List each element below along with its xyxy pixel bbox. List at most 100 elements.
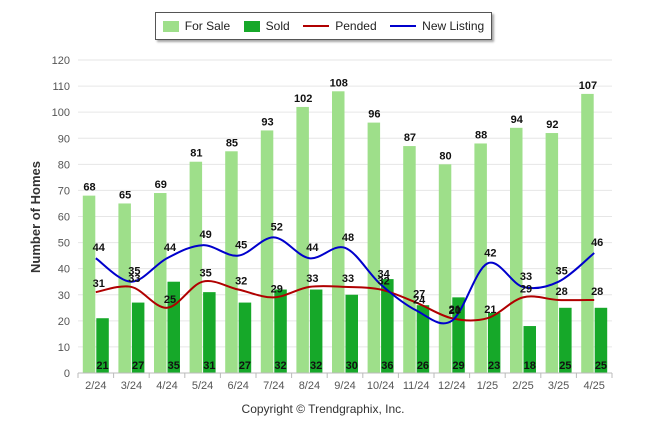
label-new-listing: 34 [377, 268, 390, 280]
label-sold: 35 [168, 360, 180, 372]
label-sold: 29 [452, 360, 464, 372]
x-tick-label: 2/25 [512, 380, 533, 392]
label-sold: 32 [274, 360, 286, 372]
x-tick-label: 3/25 [548, 380, 569, 392]
bar-sold [523, 326, 536, 373]
label-new-listing: 45 [235, 240, 247, 252]
bar-sold [309, 289, 323, 373]
bar-sold [238, 302, 252, 373]
bar-sold [487, 313, 501, 373]
label-for-sale: 85 [226, 137, 238, 149]
label-pended: 27 [413, 289, 425, 301]
label-sold: 26 [417, 360, 429, 372]
legend-swatch-sold [243, 20, 260, 32]
label-sold: 31 [203, 360, 215, 372]
y-tick-label: 0 [64, 368, 70, 380]
label-new-listing: 52 [271, 221, 283, 233]
bar-sold [381, 279, 394, 373]
label-sold: 32 [310, 360, 322, 372]
axes-layer: 0 10 20 30 40 50 60 70 80 90 100 110 120 2/24 3/24 4/24… [52, 55, 613, 392]
label-for-sale: 102 [294, 93, 312, 105]
label-new-listing: 44 [164, 242, 177, 254]
legend-item-new-listing[interactable]: New Listing [390, 19, 484, 33]
label-pended: 32 [235, 276, 247, 288]
y-tick-label: 90 [58, 133, 70, 145]
x-tick-label: 11/24 [403, 380, 430, 392]
bar-for-sale [581, 93, 594, 374]
bar-sold [274, 289, 287, 373]
label-pended: 28 [555, 286, 567, 298]
label-for-sale: 81 [190, 148, 202, 160]
x-tick-label: 6/24 [227, 380, 248, 392]
x-tick-label: 2/24 [85, 380, 106, 392]
lines-layer [95, 236, 595, 325]
label-new-listing: 46 [591, 237, 603, 249]
y-tick-label: 40 [58, 264, 70, 276]
y-tick-label: 110 [52, 81, 70, 93]
label-for-sale: 80 [439, 150, 451, 162]
label-sold: 18 [524, 360, 536, 372]
bar-sold [167, 281, 180, 373]
x-tick-label: 4/25 [583, 380, 604, 392]
label-for-sale: 96 [368, 109, 380, 121]
x-tick-label: 10/24 [367, 380, 395, 392]
label-sold: 21 [96, 360, 108, 372]
label-new-listing: 35 [555, 266, 567, 278]
label-pended: 21 [449, 304, 461, 316]
x-tick-label: 1/25 [477, 380, 498, 392]
x-tick-label: 4/24 [156, 380, 177, 392]
label-pended: 29 [271, 283, 283, 295]
y-tick-label: 30 [58, 290, 70, 302]
label-pended: 25 [164, 294, 176, 306]
label-pended: 35 [199, 268, 211, 280]
bar-for-sale [403, 146, 416, 373]
legend-label-new-listing: New Listing [422, 19, 485, 33]
label-pended: 32 [377, 276, 389, 288]
bar-sold [131, 302, 145, 373]
label-new-listing: 49 [199, 229, 211, 241]
x-tick-label: 7/24 [263, 380, 284, 392]
label-for-sale: 94 [511, 114, 524, 126]
label-sold: 36 [381, 360, 393, 372]
legend-swatch-pended [303, 25, 330, 27]
bar-sold [416, 305, 430, 373]
label-sold: 27 [132, 360, 144, 372]
label-for-sale: 92 [546, 119, 558, 131]
legend-item-pended[interactable]: Pended [303, 19, 377, 33]
label-sold: 25 [559, 360, 571, 372]
bar-for-sale [510, 127, 523, 373]
legend-item-sold[interactable]: Sold [243, 19, 290, 33]
bar-for-sale [332, 91, 345, 374]
y-tick-label: 20 [58, 316, 70, 328]
bar-sold [203, 292, 216, 373]
label-for-sale: 108 [330, 77, 348, 89]
x-tick-label: 9/24 [334, 380, 355, 392]
label-new-listing: 33 [520, 271, 532, 283]
y-tick-label: 50 [58, 238, 70, 250]
legend-item-for-sale[interactable]: For Sale [162, 19, 231, 33]
x-tick-label: 3/24 [121, 380, 142, 392]
label-sold: 27 [239, 360, 251, 372]
label-pended: 21 [484, 304, 496, 316]
legend-label-for-sale: For Sale [184, 19, 231, 33]
label-pended: 33 [128, 273, 140, 285]
bar-for-sale [225, 151, 238, 373]
y-tick-label: 100 [52, 107, 70, 119]
label-new-listing: 44 [93, 242, 106, 254]
gridlines [78, 59, 612, 348]
label-for-sale: 68 [83, 182, 95, 194]
y-tick-label: 120 [52, 55, 70, 67]
label-pended: 28 [591, 286, 603, 298]
label-new-listing: 42 [484, 247, 496, 259]
y-tick-label: 10 [58, 342, 70, 354]
label-sold: 30 [346, 360, 358, 372]
label-for-sale: 107 [579, 80, 597, 92]
copyright-credit: Copyright © Trendgraphix, Inc. [241, 402, 405, 416]
label-new-listing: 35 [128, 266, 140, 278]
label-pended: 29 [520, 283, 532, 295]
bar-for-sale [545, 133, 559, 373]
y-axis-label: Number of Homes [28, 161, 43, 273]
bar-for-sale [367, 122, 381, 373]
